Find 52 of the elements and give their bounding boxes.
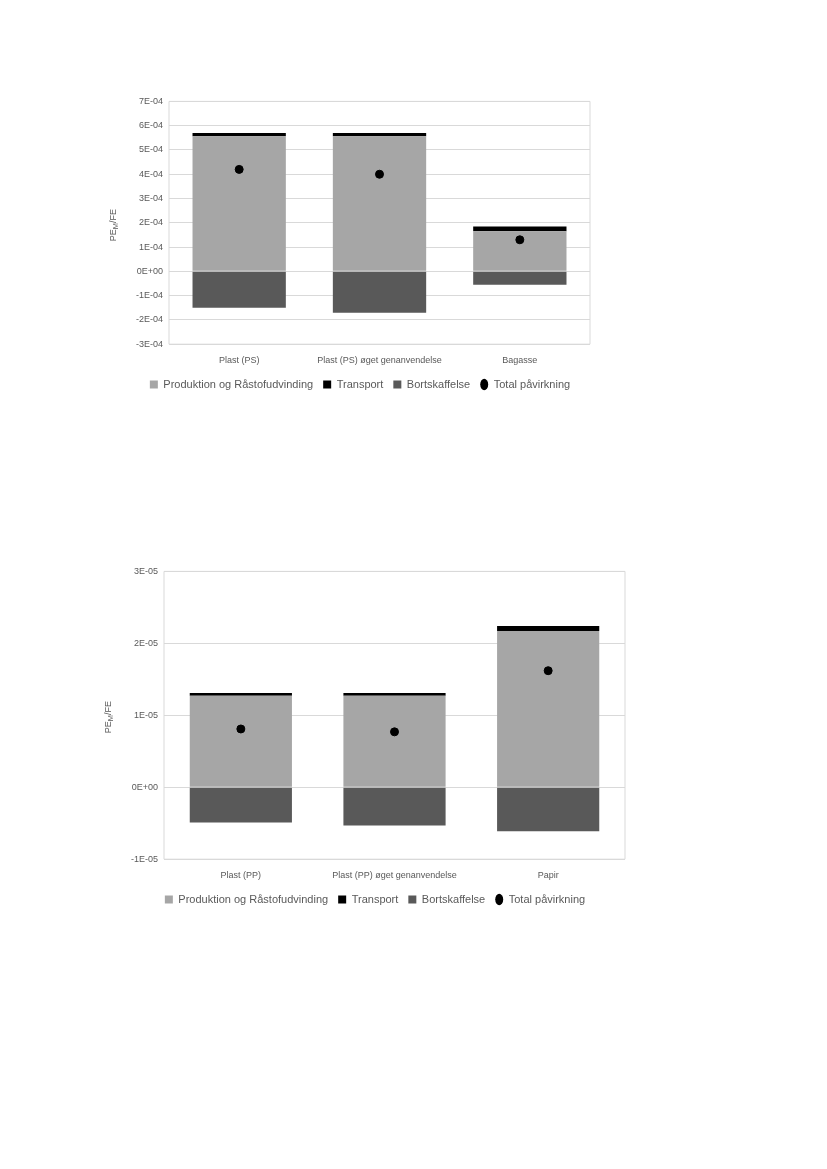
legend-label: Total påvirkning [493, 377, 571, 390]
y-tick-label: 7E-04 [138, 95, 164, 106]
legend-label: Produktion og Råstofudvinding [178, 892, 329, 905]
bar [189, 787, 292, 823]
y-tick-label: 6E-04 [138, 120, 164, 131]
x-tick-label: Plast (PP) [220, 870, 262, 881]
point [234, 164, 244, 174]
y-tick-label: 4E-04 [138, 168, 164, 179]
point [236, 724, 246, 734]
bar [192, 271, 286, 308]
bar [473, 226, 567, 232]
y-tick-label: 2E-04 [138, 217, 164, 228]
point [543, 666, 553, 676]
x-tick-label: Plast (PP) øget genanvendelse [332, 870, 457, 881]
bar [473, 231, 567, 271]
bar [343, 693, 446, 696]
x-tick-label: Papir [537, 870, 559, 881]
legend-label: Total påvirkning [508, 892, 586, 905]
point [390, 727, 400, 737]
y-tick-label: -3E-04 [136, 338, 164, 349]
legend-label: Produktion og Råstofudvinding [163, 377, 314, 390]
y-tick-label: 3E-05 [133, 565, 159, 576]
legend-label: Bortskaffelse [421, 892, 486, 905]
bar [189, 693, 292, 696]
bar [497, 787, 600, 832]
x-tick-label: Plast (PS) øget genanvendelse [317, 355, 442, 366]
y-tick-label: 0E+00 [136, 265, 164, 276]
bar [332, 271, 427, 313]
y-tick-label: 1E-05 [133, 709, 159, 720]
y-tick-label: 3E-04 [138, 193, 164, 203]
legend-label: Bortskaffelse [406, 377, 471, 390]
point [515, 235, 525, 245]
bar [332, 136, 427, 271]
bar [497, 631, 600, 787]
y-tick-label: -2E-04 [136, 314, 164, 325]
y-tick-label: 0E+00 [131, 781, 159, 792]
x-tick-label: Plast (PS) [218, 355, 260, 366]
x-tick-label: Bagasse [502, 355, 538, 366]
bar [343, 695, 446, 787]
bar [343, 787, 446, 826]
y-tick-label: 2E-05 [133, 637, 159, 648]
y-tick-label: 5E-04 [138, 144, 164, 155]
y-tick-label: -1E-04 [136, 290, 164, 301]
legend-label: Transport [336, 377, 384, 390]
y-tick-label: 1E-04 [138, 241, 164, 252]
bar [189, 695, 292, 787]
bar [497, 626, 600, 632]
bar [192, 136, 286, 271]
bar [473, 271, 567, 285]
legend-label: Transport [351, 892, 399, 905]
y-tick-label: -1E-05 [131, 853, 159, 864]
point [375, 169, 385, 179]
